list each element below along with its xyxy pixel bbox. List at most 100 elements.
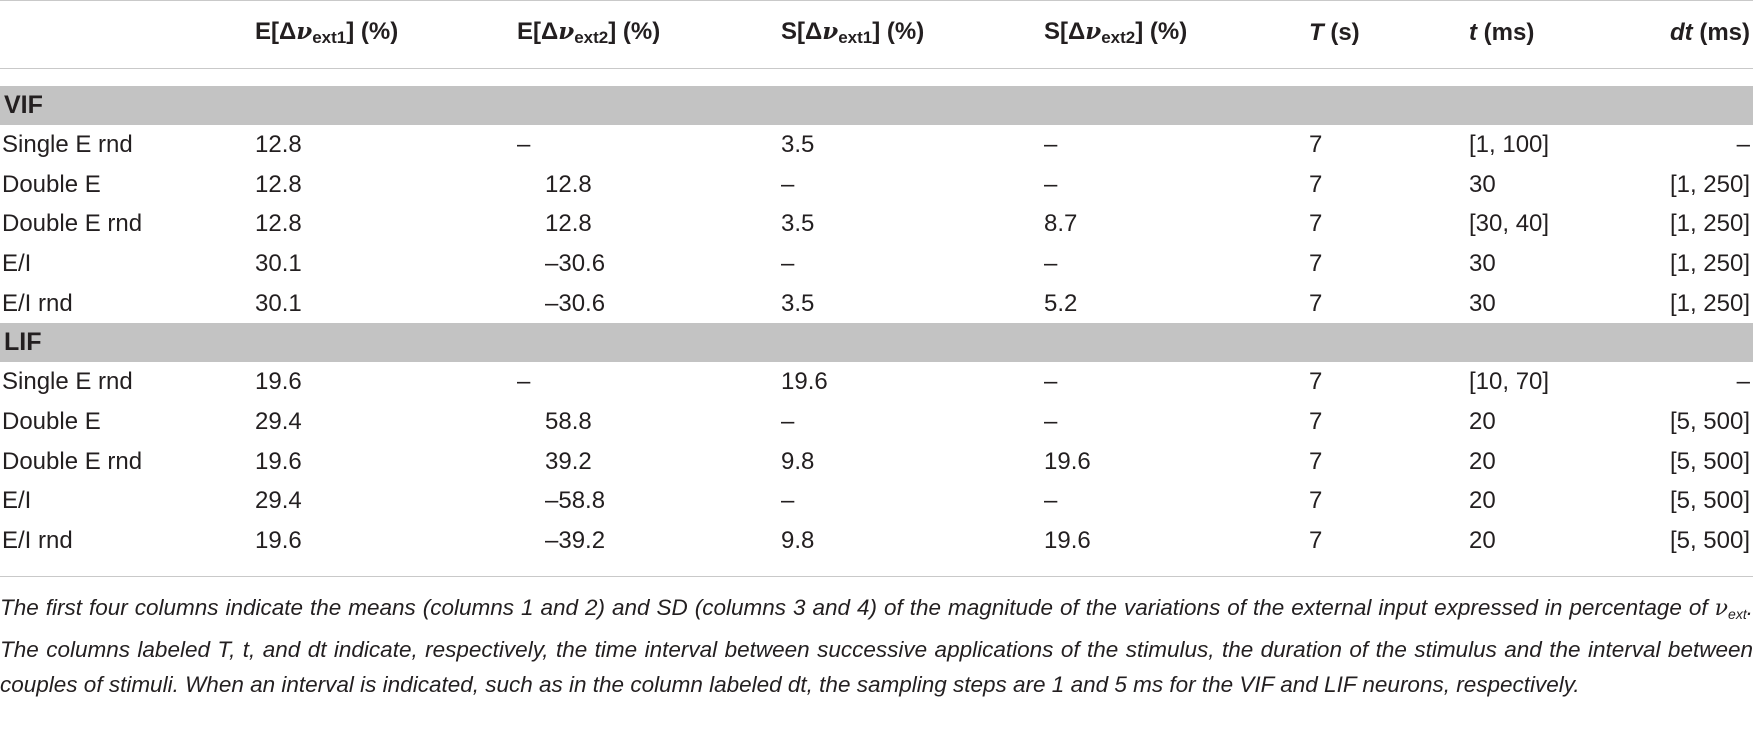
table-cell: – (1736, 368, 1750, 396)
table-row: Double E rnd 19.6 39.2 9.8 19.6 7 20 [5, 500] (0, 442, 1753, 482)
table-cell: 7 (1309, 447, 1323, 475)
header-duration: t (ms) (1469, 19, 1535, 46)
table-cell: 12.8 (255, 130, 302, 158)
table-cell: –39.2 (545, 527, 606, 555)
table-row: E/I 30.1 –30.6 – – 7 30 [1, 250] (0, 244, 1753, 284)
table-cell: [10, 70] (1469, 368, 1550, 396)
table-cell: – (1044, 170, 1058, 198)
table-cell: 30 (1469, 170, 1496, 198)
table-cell: 7 (1309, 170, 1323, 198)
table-row: E/I 29.4 –58.8 – – 7 20 [5, 500] (0, 482, 1753, 522)
table-cell: 9.8 (781, 527, 815, 555)
top-rule (0, 0, 1753, 1)
table-cell: 12.8 (545, 210, 592, 238)
table-cell: 30 (1469, 289, 1496, 317)
table-cell: –30.6 (545, 289, 606, 317)
table-cell: 19.6 (255, 368, 302, 396)
table-cell: – (1044, 407, 1058, 435)
row-label: E/I rnd (2, 527, 73, 555)
table-cell: – (1044, 249, 1058, 277)
table-cell: 5.2 (1044, 289, 1078, 317)
table-cell: – (781, 487, 795, 515)
table-cell: 8.7 (1044, 210, 1078, 238)
table-cell: – (781, 407, 795, 435)
table-cell: 7 (1309, 487, 1323, 515)
table-cell: 3.5 (781, 130, 815, 158)
table-cell: – (1736, 130, 1750, 158)
table-cell: 20 (1469, 447, 1496, 475)
table-cell: [1, 100] (1469, 130, 1550, 158)
row-label: E/I rnd (2, 289, 73, 317)
row-label: Double E (2, 407, 101, 435)
table-cell: – (517, 368, 531, 396)
header-period: T (s) (1309, 19, 1360, 46)
section-header-vif: VIF (0, 86, 1753, 125)
table-cell: – (1044, 130, 1058, 158)
table-row: Single E rnd 19.6 – 19.6 – 7 [10, 70] – (0, 362, 1753, 402)
table-row: Double E rnd 12.8 12.8 3.5 8.7 7 [30, 40] [1, 2… (0, 204, 1753, 244)
table-cell: – (1044, 368, 1058, 396)
row-label: Single E rnd (2, 130, 133, 158)
row-label: E/I (2, 487, 32, 515)
table-cell: 20 (1469, 407, 1496, 435)
header-mean-ext2: E[Δνext2] (%) (517, 18, 661, 47)
header-empty (0, 0, 255, 66)
table-cell: 30.1 (255, 289, 302, 317)
table-cell: 12.8 (545, 170, 592, 198)
table-cell: 58.8 (545, 407, 592, 435)
row-label: Double E rnd (2, 210, 143, 238)
table-cell: 7 (1309, 527, 1323, 555)
table-row: Double E 29.4 58.8 – – 7 20 [5, 500] (0, 402, 1753, 442)
table-cell: [1, 250] (1669, 289, 1750, 317)
table-cell: 19.6 (255, 527, 302, 555)
table-cell: –58.8 (545, 487, 606, 515)
table-cell: – (1044, 487, 1058, 515)
row-label: Double E rnd (2, 447, 143, 475)
table-cell: 29.4 (255, 487, 302, 515)
table-cell: 39.2 (545, 447, 592, 475)
table-cell: 7 (1309, 368, 1323, 396)
table-cell: – (517, 130, 531, 158)
table-cell: 3.5 (781, 210, 815, 238)
table-cell: 12.8 (255, 210, 302, 238)
table-cell: – (781, 249, 795, 277)
table-cell: 29.4 (255, 407, 302, 435)
table-cell: 9.8 (781, 447, 815, 475)
row-label: Single E rnd (2, 368, 133, 396)
header-sd-ext2: S[Δνext2] (%) (1044, 18, 1188, 47)
table-cell: [30, 40] (1469, 210, 1550, 238)
table-cell: 12.8 (255, 170, 302, 198)
table-caption: The first four columns indicate the mean… (0, 595, 1753, 697)
table-cell: 7 (1309, 249, 1323, 277)
table-cell: 30.1 (255, 249, 302, 277)
table-cell: – (781, 170, 795, 198)
header-mean-ext1: E[Δνext1] (%) (255, 18, 399, 47)
table-cell: 19.6 (1044, 447, 1091, 475)
table-cell: 7 (1309, 130, 1323, 158)
header-gap (0, 66, 1753, 86)
table-row: Single E rnd 12.8 – 3.5 – 7 [1, 100] – (0, 125, 1753, 165)
section-header-lif: LIF (0, 323, 1753, 363)
table-cell: 19.6 (781, 368, 828, 396)
table-cell: 7 (1309, 289, 1323, 317)
header-interval: dt (ms) (1670, 19, 1750, 46)
table-cell: 3.5 (781, 289, 815, 317)
table-cell: 20 (1469, 527, 1496, 555)
row-label: E/I (2, 249, 32, 277)
table-cell: 7 (1309, 210, 1323, 238)
table-cell: 30 (1469, 249, 1496, 277)
section-title: VIF (0, 86, 1753, 125)
table-row: Double E 12.8 12.8 – – 7 30 [1, 250] (0, 165, 1753, 205)
table-cell: [5, 500] (1669, 487, 1750, 515)
table-cell: [5, 500] (1669, 527, 1750, 555)
table-cell: 7 (1309, 407, 1323, 435)
table-row: E/I rnd 30.1 –30.6 3.5 5.2 7 30 [1, 250] (0, 284, 1753, 324)
header-rule (0, 68, 1753, 69)
row-label: Double E (2, 170, 101, 198)
table-cell: [1, 250] (1669, 210, 1750, 238)
table-cell: 19.6 (255, 447, 302, 475)
table-body: VIF Single E rnd 12.8–3.5–7 [1, 100] – Double… (0, 86, 1753, 561)
section-title: LIF (0, 323, 1753, 363)
table-cell: [1, 250] (1669, 170, 1750, 198)
